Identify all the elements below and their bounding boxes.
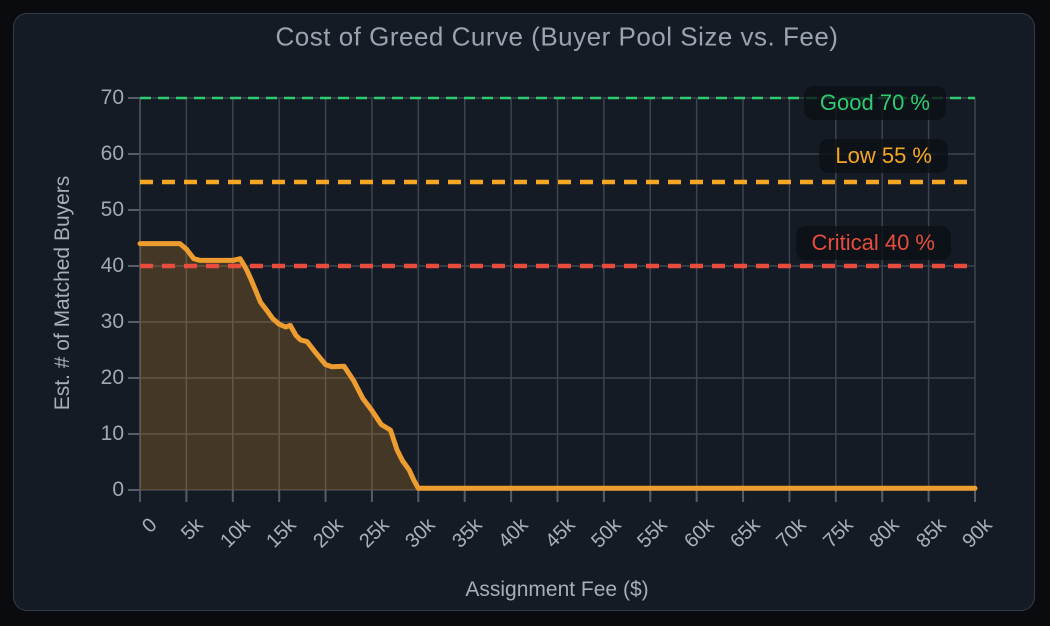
y-tick-label: 20 (100, 366, 124, 389)
y-tick-label: 10 (100, 422, 124, 445)
y-tick-label: 60 (100, 142, 124, 165)
y-tick-label: 0 (112, 478, 124, 501)
y-tick-label: 30 (100, 310, 124, 333)
x-axis-title: Assignment Fee ($) (465, 578, 649, 601)
y-tick-label: 70 (100, 86, 124, 109)
threshold-label-good: Good 70 % (803, 86, 946, 120)
chart-title: Cost of Greed Curve (Buyer Pool Size vs.… (275, 21, 839, 52)
y-tick-label: 50 (100, 198, 124, 221)
y-axis-title: Est. # of Matched Buyers (51, 175, 74, 411)
threshold-label-critical: Critical 40 % (795, 226, 951, 260)
buyer-pool-curve (137, 241, 978, 491)
y-tick-label: 40 (100, 254, 124, 277)
threshold-label-low: Low 55 % (819, 139, 948, 173)
area-fill (140, 243, 975, 490)
